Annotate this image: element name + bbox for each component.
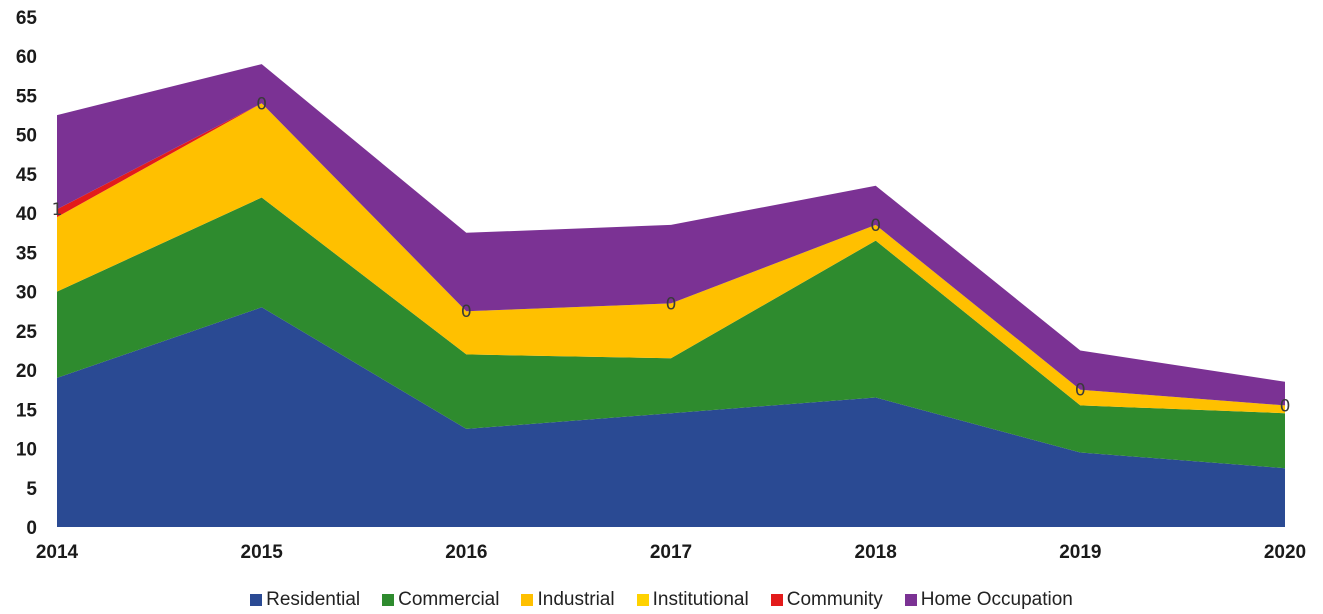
legend-item-institutional: Institutional [636,589,749,611]
data-label-2016: 0 [461,302,472,322]
y-tick-label: 40 [16,204,37,225]
area-series-commercial [57,197,1285,469]
y-tick-label: 10 [16,440,37,461]
legend-swatch [521,594,534,606]
y-tick-label: 45 [16,165,38,186]
chart-legend: Residential Commercial Industrial Instituti… [0,586,1323,614]
legend-item-industrial: Industrial [521,589,615,611]
y-tick-label: 60 [16,47,37,68]
x-axis-ticks: 2014 2015 2016 2017 2018 2019 2020 [36,542,1306,563]
y-tick-label: 65 [16,8,38,29]
data-label-2015: 0 [256,94,267,114]
legend-item-residential: Residential [250,589,360,611]
y-tick-label: 50 [16,126,37,147]
legend-label: Commercial [398,589,500,610]
legend-item-community: Community [770,589,883,611]
y-tick-label: 55 [16,86,38,107]
data-label-2019: 0 [1075,381,1086,401]
x-tick-label: 2017 [650,542,692,563]
legend-swatch [770,594,783,606]
legend-label: Institutional [652,589,749,610]
x-tick-label: 2015 [241,542,284,563]
y-tick-label: 30 [16,283,37,304]
y-tick-label: 35 [16,243,38,264]
x-tick-label: 2016 [445,542,487,563]
data-label-2018: 0 [870,216,881,236]
legend-label: Industrial [537,589,615,610]
y-tick-label: 15 [16,400,38,421]
legend-swatch [382,594,395,606]
legend-swatch [636,594,649,606]
area-series-industrial [57,103,1285,414]
x-tick-label: 2019 [1059,542,1101,563]
area-layers [57,64,1285,527]
area-series-residential [57,307,1285,527]
y-axis-ticks: 0 5 10 15 20 25 30 35 40 45 50 55 60 65 [16,8,38,539]
legend-item-commercial: Commercial [382,589,499,611]
x-tick-label: 2020 [1264,542,1306,563]
y-tick-label: 20 [16,361,37,382]
legend-item-home-occupation: Home Occupation [904,589,1073,611]
y-tick-label: 0 [26,518,37,539]
y-tick-label: 5 [26,479,37,500]
area-series-home-occupation [57,64,1285,406]
legend-label: Home Occupation [920,589,1073,610]
data-label-2020: 0 [1280,396,1291,416]
x-tick-label: 2018 [855,542,897,563]
legend-label: Community [786,589,883,610]
data-label-2014: 1 [52,200,63,220]
y-tick-label: 25 [16,322,38,343]
data-labels: 1 0 0 0 0 0 0 [52,94,1291,416]
legend-swatch [904,594,917,606]
legend-label: Residential [266,589,361,610]
x-tick-label: 2014 [36,542,79,563]
legend-swatch [250,594,263,606]
data-label-2017: 0 [666,294,677,314]
